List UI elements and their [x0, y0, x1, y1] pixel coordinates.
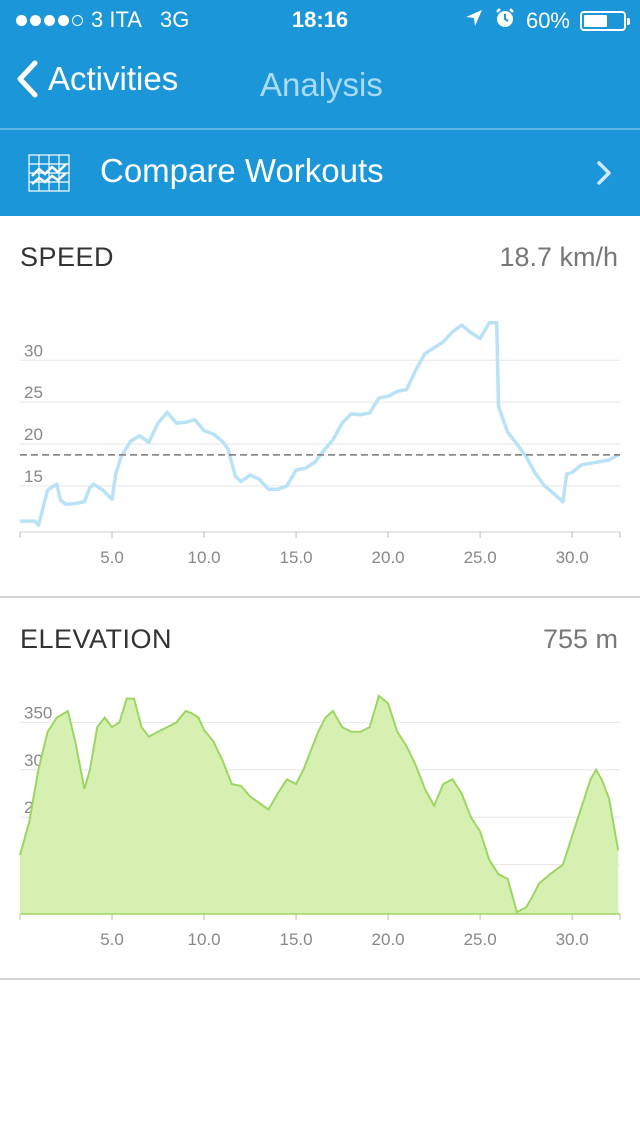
speed-average-value: 18.7 km/h	[499, 242, 618, 272]
page-title: Analysis	[260, 66, 383, 103]
clock: 18:16	[291, 7, 349, 32]
x-tick-label: 15.0	[280, 548, 313, 567]
back-button-label: Activities	[48, 60, 179, 97]
compare-workouts-label: Compare Workouts	[100, 152, 384, 189]
location-arrow-icon	[464, 8, 484, 34]
speed-section: SPEED 18.7 km/h 15 20 25 30 5.0 10.0 15.0 20.0 2…	[0, 216, 640, 598]
network-type: 3G	[159, 7, 190, 32]
header: 3 ITA 3G 18:16 60% Activities	[0, 0, 640, 216]
x-tick-label: 25.0	[464, 930, 497, 949]
elevation-section: ELEVATION 755 m 1502002503003505.010.015…	[0, 598, 640, 980]
x-tick-label: 20.0	[372, 548, 405, 567]
chart-grid-icon	[28, 154, 70, 197]
x-tick-label: 10.0	[188, 548, 221, 567]
x-tick-label: 30.0	[556, 930, 589, 949]
back-button[interactable]: Activities	[16, 60, 178, 98]
alarm-clock-icon	[494, 7, 516, 35]
battery-percent: 60%	[525, 8, 570, 33]
elevation-total-value: 755 m	[542, 624, 618, 654]
elevation-area	[20, 695, 619, 914]
battery-icon	[580, 11, 630, 31]
y-tick-label: 15	[24, 467, 43, 486]
chevron-right-icon	[596, 160, 612, 191]
y-tick-label: 20	[24, 425, 43, 444]
elevation-line	[19, 694, 620, 914]
compare-workouts-button[interactable]: Compare Workouts	[0, 130, 640, 216]
chevron-left-icon	[17, 60, 38, 98]
y-tick-label: 25	[24, 383, 43, 402]
x-tick-label: 15.0	[280, 930, 313, 949]
elevation-title: ELEVATION	[20, 624, 173, 654]
status-bar: 3 ITA 3G 18:16 60%	[0, 0, 640, 40]
x-tick-label: 20.0	[372, 930, 405, 949]
y-tick-label: 350	[24, 703, 52, 722]
x-tick-label: 30.0	[556, 548, 589, 567]
y-tick-label: 30	[24, 341, 43, 360]
x-tick-label: 5.0	[100, 548, 124, 567]
navigation-bar: Activities Analysis	[0, 40, 640, 128]
header-divider	[0, 128, 640, 130]
signal-strength-icon	[16, 14, 83, 26]
carrier-name: 3 ITA	[91, 7, 142, 32]
speed-line	[20, 320, 620, 528]
x-tick-label: 10.0	[188, 930, 221, 949]
x-tick-label: 5.0	[100, 930, 124, 949]
x-tick-label: 25.0	[464, 548, 497, 567]
speed-title: SPEED	[20, 242, 115, 272]
